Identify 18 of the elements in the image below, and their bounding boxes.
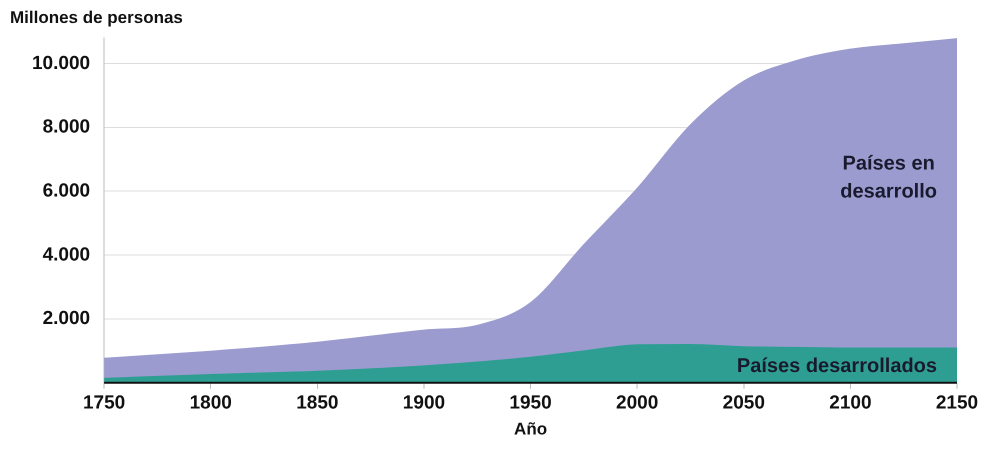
y-tick-label: 10.000 <box>32 52 90 74</box>
x-tick-label: 1750 <box>82 392 126 414</box>
series-label: Países en desarrollo <box>840 152 937 202</box>
y-tick-label: 4.000 <box>42 244 90 266</box>
x-tick-label: 1850 <box>296 392 338 414</box>
x-tick-label: 1800 <box>190 392 232 414</box>
y-tick-label: 2.000 <box>42 308 90 330</box>
x-tick-label: 2050 <box>722 392 765 414</box>
y-tick-label: 8.000 <box>42 116 90 138</box>
x-tick-label: 2150 <box>936 392 978 414</box>
x-tick-label: 1950 <box>509 392 552 414</box>
y-axis-title: Millones de personas <box>10 8 183 28</box>
series-label: Países desarrollados <box>736 354 937 377</box>
x-tick-label: 1900 <box>402 392 446 414</box>
x-tick-label: 2000 <box>616 392 658 414</box>
y-tick-label: 6.000 <box>42 180 90 202</box>
x-tick-label: 2100 <box>829 392 872 414</box>
x-axis-title: Año <box>514 419 548 438</box>
